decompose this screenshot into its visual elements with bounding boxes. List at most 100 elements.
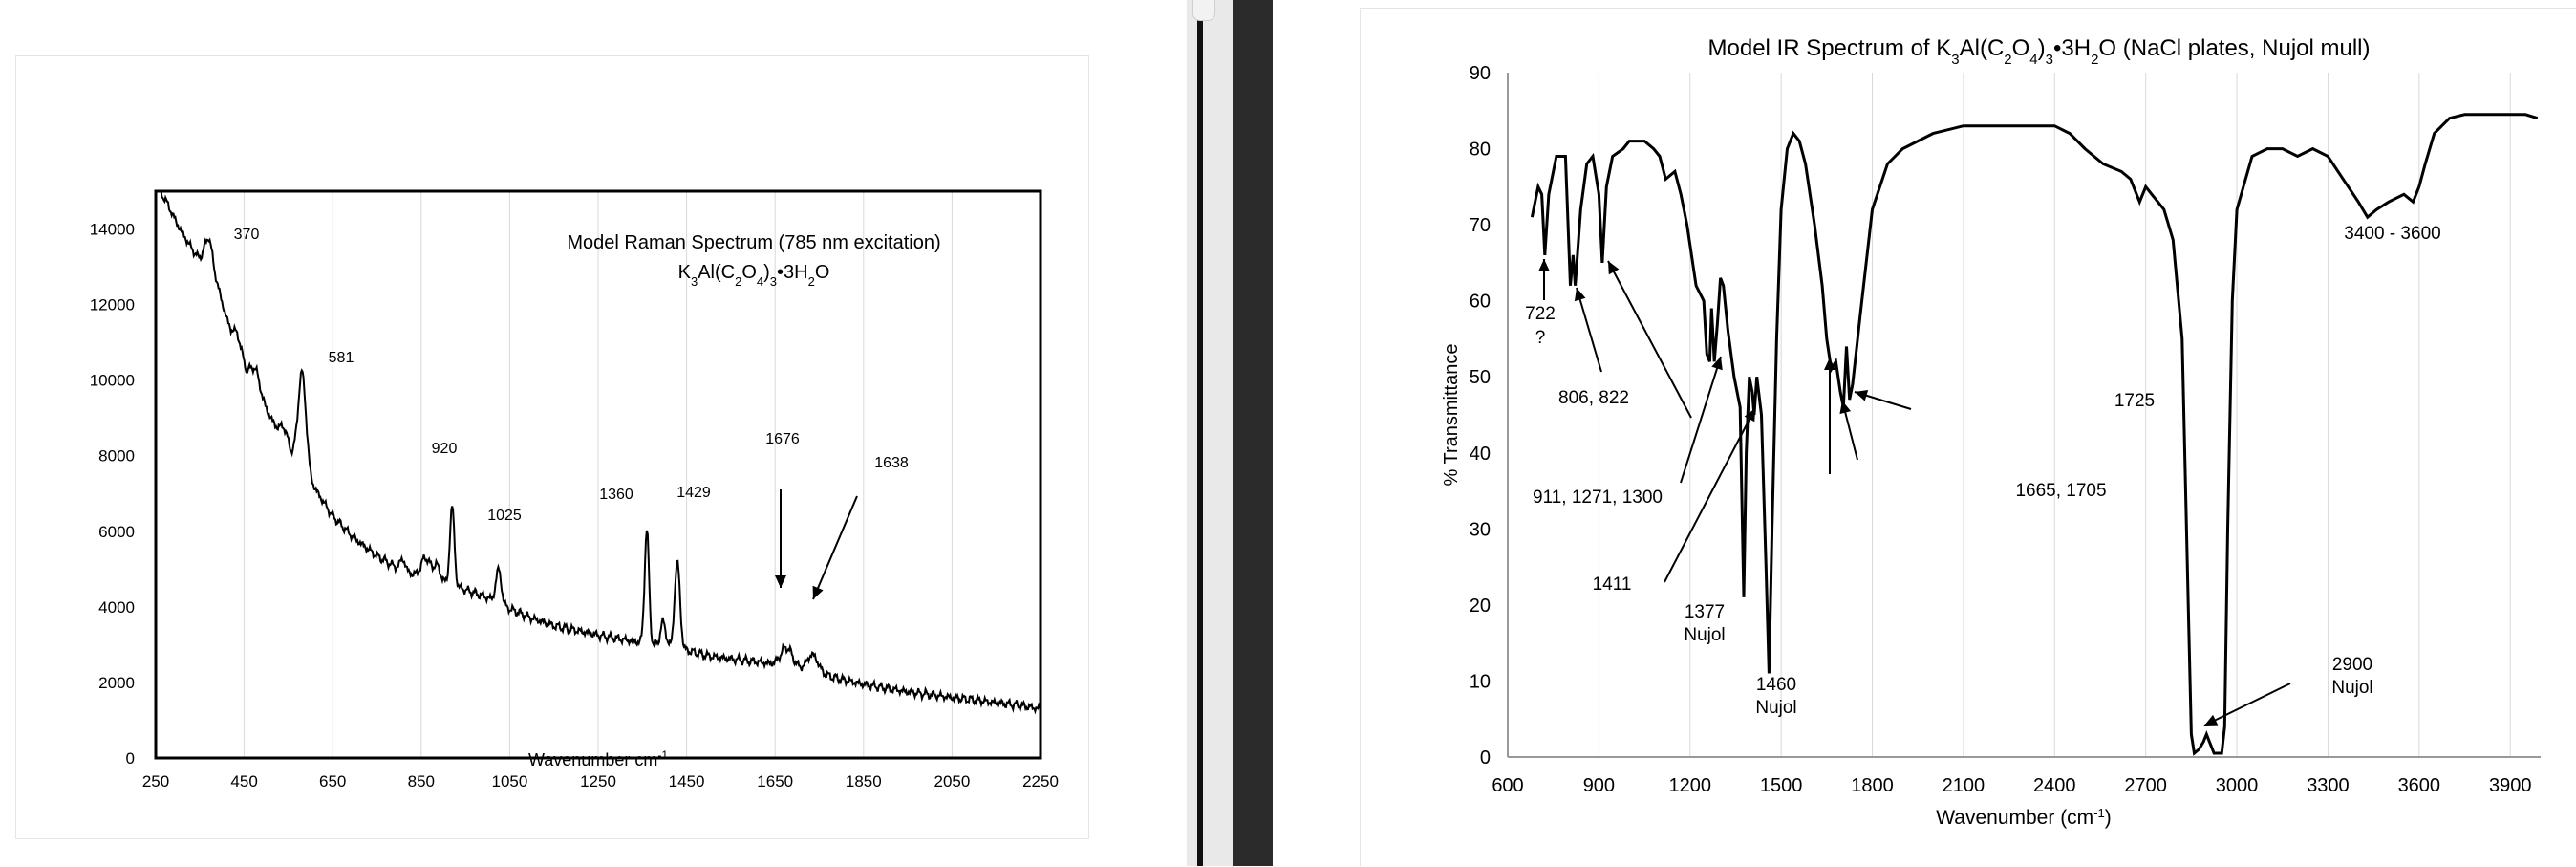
raman-x-tick-label: 250: [142, 772, 169, 791]
window-edge: [1233, 0, 1273, 866]
raman-spectrum-line: [156, 190, 1041, 715]
ir-spectrum-line: [1530, 113, 2539, 756]
ir-y-tick-label: 50: [1470, 367, 1491, 388]
ir-arrow-1725: [1854, 390, 1912, 410]
raman-x-tick-label: 1850: [846, 772, 882, 791]
ir-peak-label: 1377: [1685, 602, 1725, 622]
raman-arrow-1638: [812, 495, 858, 600]
ir-gridlines: [1598, 73, 2511, 757]
window-divider[interactable]: [1197, 0, 1203, 866]
ir-x-tick-label: 600: [1492, 775, 1523, 796]
raman-y-tick-label: 0: [126, 749, 135, 768]
raman-y-tick-label: 6000: [98, 523, 135, 541]
raman-peak-label: 1360: [599, 487, 633, 503]
ir-y-tick-label: 30: [1470, 519, 1491, 540]
ir-x-tick-label: 2100: [1943, 775, 1985, 796]
raman-x-tick-label: 1250: [580, 772, 616, 791]
ir-y-tick-label: 20: [1470, 596, 1491, 617]
ir-arrow-722: [1538, 259, 1550, 300]
ir-x-tick-label: 1800: [1851, 775, 1894, 796]
ir-x-tick-label: 3900: [2489, 775, 2532, 796]
ir-title: Model IR Spectrum of K3Al(C2O4)3•3H2O (N…: [1708, 35, 2371, 68]
ir-peak-label: 1665, 1705: [2015, 481, 2106, 501]
ir-x-tick-label: 2700: [2124, 775, 2167, 796]
ir-arrows: [1538, 259, 2291, 726]
ir-peak-labels: 722? 806, 822 911, 1271, 1300 1411 1377 Nujol…: [1525, 224, 2441, 718]
ir-peak-sublabel: Nujol: [1684, 625, 1725, 645]
raman-peak-labels: 370 581 920 1025 1360 1429 1676 1638: [234, 227, 909, 524]
raman-x-tick-label: 450: [230, 772, 257, 791]
ir-y-tick-label: 90: [1470, 63, 1491, 84]
raman-chart-panel: 250 450 650 850 1050 1250 1450 1650 1850 2050 2250…: [15, 55, 1089, 839]
ir-y-tick-label: 80: [1470, 140, 1491, 161]
raman-x-tick-label: 1450: [669, 772, 705, 791]
ir-chart: 600 900 1200 1500 1800 2100 2400 2700 3000 3300 36…: [1441, 35, 2541, 830]
ir-arrow-1411: [1664, 407, 1756, 583]
raman-x-tick-label: 850: [408, 772, 435, 791]
raman-y-tick-label: 14000: [90, 221, 135, 239]
raman-x-tick-label: 1650: [757, 772, 793, 791]
ir-peak-label: 911, 1271, 1300: [1533, 488, 1663, 508]
raman-arrow-1676: [775, 489, 786, 588]
raman-y-tick-label: 12000: [90, 296, 135, 314]
ir-arrow-2900: [2203, 683, 2291, 726]
ir-peak-label: 1460: [1756, 675, 1796, 695]
raman-y-tick-label: 8000: [98, 447, 135, 466]
raman-x-ticks: 250 450 650 850 1050 1250 1450 1650 1850 2050 2250: [142, 772, 1059, 791]
ir-x-tick-label: 1500: [1760, 775, 1803, 796]
raman-plot-frame: [154, 189, 1042, 760]
ir-y-axis-label: % Transmittance: [1441, 344, 1462, 487]
ir-y-tick-label: 40: [1470, 444, 1491, 465]
ir-peak-label: 2900: [2332, 655, 2372, 675]
scroll-tab[interactable]: [1192, 0, 1215, 21]
raman-peak-label: 1025: [487, 508, 522, 524]
raman-arrows: [775, 489, 858, 600]
raman-peak-label: 581: [329, 350, 354, 366]
ir-x-tick-label: 900: [1583, 775, 1615, 796]
ir-arrow-1705: [1839, 400, 1858, 461]
ir-y-tick-label: 10: [1470, 671, 1491, 692]
ir-peak-label: 3400 - 3600: [2344, 224, 2440, 244]
ir-arrow-1271-1300: [1680, 356, 1723, 484]
window-gutter: [1187, 0, 1233, 866]
ir-x-tick-label: 1200: [1669, 775, 1712, 796]
raman-y-tick-label: 2000: [98, 674, 135, 692]
ir-peak-sublabel: Nujol: [1755, 698, 1796, 718]
ir-peak-sublabel: Nujol: [2331, 678, 2372, 698]
ir-arrow-1665: [1824, 358, 1835, 474]
raman-peak-label: 920: [432, 441, 458, 457]
ir-x-axis-label: Wavenumber (cm-1): [1936, 806, 2112, 830]
ir-peak-sublabel: ?: [1535, 328, 1546, 348]
ir-peak-label: 722: [1525, 304, 1556, 324]
raman-gridlines: [244, 191, 953, 758]
ir-x-tick-label: 2400: [2033, 775, 2076, 796]
raman-peak-label: 1429: [676, 485, 711, 501]
ir-x-tick-label: 3300: [2307, 775, 2350, 796]
raman-x-tick-label: 1050: [491, 772, 527, 791]
ir-y-tick-label: 0: [1480, 748, 1491, 769]
raman-x-axis-label: Wavenumber cm-1: [528, 748, 668, 769]
ir-x-ticks: 600 900 1200 1500 1800 2100 2400 2700 3000 3300 36…: [1492, 775, 2531, 796]
ir-x-tick-label: 3600: [2398, 775, 2441, 796]
ir-x-tick-label: 3000: [2216, 775, 2259, 796]
ir-peak-label: 1725: [2114, 391, 2155, 411]
ir-y-tick-label: 70: [1470, 215, 1491, 236]
raman-x-tick-label: 2250: [1022, 772, 1059, 791]
ir-y-tick-label: 60: [1470, 292, 1491, 313]
ir-y-ticks: 0 10 20 30 40 50 60 70 80 90: [1470, 63, 1491, 769]
raman-chart: 250 450 650 850 1050 1250 1450 1650 1850 2050 2250…: [90, 189, 1059, 791]
raman-y-ticks: 0 2000 4000 6000 8000 10000 12000 14000: [90, 221, 135, 768]
ir-arrow-911: [1607, 260, 1692, 419]
raman-x-tick-label: 650: [319, 772, 346, 791]
raman-peak-label: 1676: [765, 431, 800, 447]
raman-title: Model Raman Spectrum (785 nm excitation): [567, 232, 940, 253]
raman-subtitle: K3Al(C2O4)3•3H2O: [678, 262, 830, 289]
ir-arrow-806-822: [1574, 287, 1602, 373]
raman-x-tick-label: 2050: [934, 772, 970, 791]
raman-peak-label: 1638: [874, 455, 909, 471]
raman-y-tick-label: 4000: [98, 598, 135, 617]
ir-peak-label: 806, 822: [1558, 388, 1629, 408]
ir-chart-panel: 600 900 1200 1500 1800 2100 2400 2700 3000 3300 36…: [1360, 8, 2576, 866]
raman-y-tick-label: 10000: [90, 372, 135, 390]
raman-peak-label: 370: [234, 227, 260, 243]
